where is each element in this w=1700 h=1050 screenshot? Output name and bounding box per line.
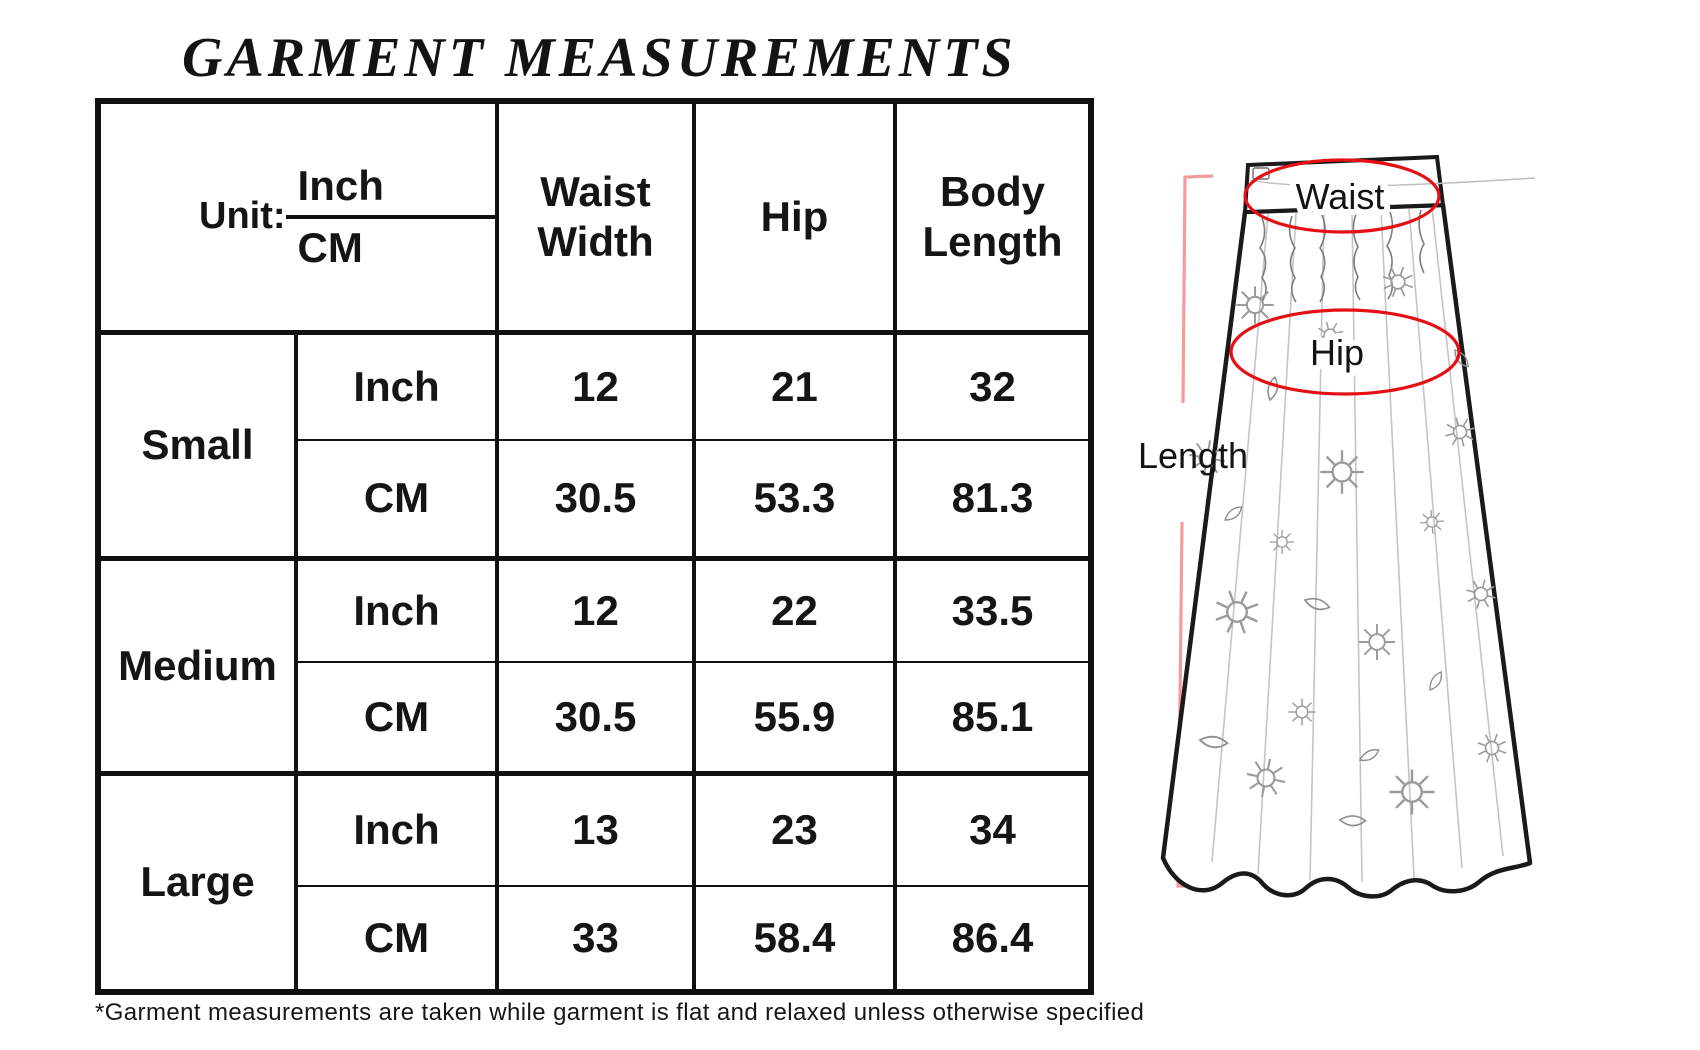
unit-row-label: Inch <box>294 770 497 886</box>
size-label-small: Small <box>96 329 296 558</box>
unit-label: Unit: <box>199 195 286 238</box>
value-small-inch-waist: 12 <box>495 329 694 440</box>
table-row: CM 30.5 53.3 81.3 <box>98 439 1091 558</box>
unit-cm-label: CM <box>297 223 363 271</box>
value-medium-inch-waist: 12 <box>495 555 694 662</box>
column-header-hip: Hip <box>692 101 895 335</box>
size-label-medium: Medium <box>96 555 296 773</box>
column-header-waist-width: Waist Width <box>495 101 694 335</box>
skirt-diagram: Waist Hip Length <box>1090 140 1570 930</box>
unit-header-cell: Unit: Inch CM <box>96 101 497 335</box>
value-large-inch-body: 34 <box>893 770 1091 886</box>
value-small-cm-hip: 53.3 <box>692 439 895 558</box>
length-label: Length <box>1138 435 1248 476</box>
garment-measurements-table: Unit: Inch CM Waist Width Hip Body Lengt… <box>95 98 1094 995</box>
value-medium-inch-hip: 22 <box>692 555 895 662</box>
hip-label: Hip <box>1310 332 1364 373</box>
value-large-cm-hip: 58.4 <box>692 885 895 992</box>
table-row: CM 30.5 55.9 85.1 <box>98 661 1091 773</box>
unit-row-label: CM <box>294 885 497 992</box>
column-header-body-length: Body Length <box>893 101 1091 335</box>
value-large-inch-hip: 23 <box>692 770 895 886</box>
value-small-cm-body: 81.3 <box>893 439 1091 558</box>
value-small-inch-hip: 21 <box>692 329 895 440</box>
page-title: GARMENT MEASUREMENTS <box>182 27 1017 89</box>
footnote: *Garment measurements are taken while ga… <box>95 999 1145 1026</box>
table-row: Medium Inch 12 22 33.5 <box>96 555 1091 773</box>
hip-annotation-ellipse <box>1229 308 1461 396</box>
table-header-row: Unit: Inch CM Waist Width Hip Body Lengt… <box>96 101 1091 335</box>
unit-row-label: CM <box>294 661 497 773</box>
unit-fraction: Unit: Inch CM <box>101 161 495 272</box>
waist-label: Waist <box>1296 176 1385 217</box>
table-row: CM 33 58.4 86.4 <box>98 885 1091 992</box>
waist-annotation-ellipse <box>1243 158 1441 234</box>
value-medium-cm-hip: 55.9 <box>692 661 895 773</box>
size-label-large: Large <box>96 770 296 992</box>
skirt-illustration: Waist Hip Length <box>1138 154 1536 899</box>
table-row: Small Inch 12 21 32 <box>96 329 1091 558</box>
value-small-cm-waist: 30.5 <box>495 439 694 558</box>
value-large-inch-waist: 13 <box>495 770 694 886</box>
value-medium-cm-body: 85.1 <box>893 661 1091 773</box>
value-large-cm-body: 86.4 <box>893 885 1091 992</box>
value-small-inch-body: 32 <box>893 329 1091 440</box>
value-medium-inch-body: 33.5 <box>893 555 1091 662</box>
unit-row-label: CM <box>294 439 497 558</box>
unit-row-label: Inch <box>294 329 497 440</box>
table-row: Large Inch 13 23 34 <box>96 770 1091 992</box>
unit-inch-label: Inch <box>285 161 495 219</box>
value-medium-cm-waist: 30.5 <box>495 661 694 773</box>
value-large-cm-waist: 33 <box>495 885 694 992</box>
unit-row-label: Inch <box>294 555 497 662</box>
